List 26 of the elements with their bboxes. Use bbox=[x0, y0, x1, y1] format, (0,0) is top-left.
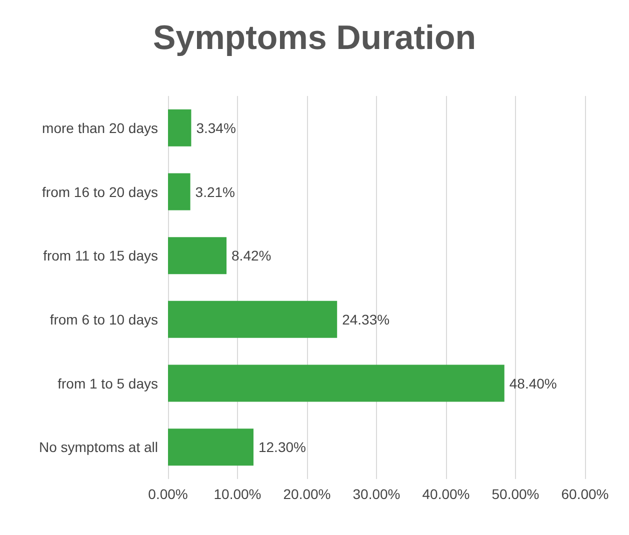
data-label: 8.42% bbox=[232, 248, 272, 264]
x-tick-label: 50.00% bbox=[492, 486, 540, 502]
y-tick-label: more than 20 days bbox=[42, 120, 158, 136]
bar bbox=[168, 364, 504, 402]
chart-title: Symptoms Duration bbox=[152, 19, 476, 57]
y-tick-label: from 11 to 15 days bbox=[43, 248, 158, 264]
x-tick-label: 40.00% bbox=[422, 486, 470, 502]
data-label: 3.21% bbox=[195, 184, 236, 200]
bar bbox=[168, 300, 338, 338]
y-tick-label: from 1 to 5 days bbox=[58, 375, 158, 392]
data-label: 24.33% bbox=[342, 311, 390, 328]
bar bbox=[168, 109, 192, 146]
data-label: 3.34% bbox=[196, 120, 236, 136]
x-tick-label: 30.00% bbox=[352, 486, 400, 502]
y-tick-label: from 16 to 20 days bbox=[42, 184, 158, 200]
x-tick-label: 20.00% bbox=[283, 486, 331, 502]
bar bbox=[168, 428, 254, 466]
data-label: 12.30% bbox=[258, 439, 306, 456]
x-tick-label: 10.00% bbox=[214, 486, 262, 502]
data-label: 48.40% bbox=[509, 375, 557, 392]
x-tick-label: 0.00% bbox=[148, 486, 188, 502]
bar bbox=[168, 237, 227, 274]
y-tick-label: No symptoms at all bbox=[38, 439, 158, 456]
y-tick-label: from 6 to 10 days bbox=[50, 311, 158, 328]
x-tick-label: 60.00% bbox=[561, 486, 609, 502]
bar bbox=[168, 173, 190, 210]
